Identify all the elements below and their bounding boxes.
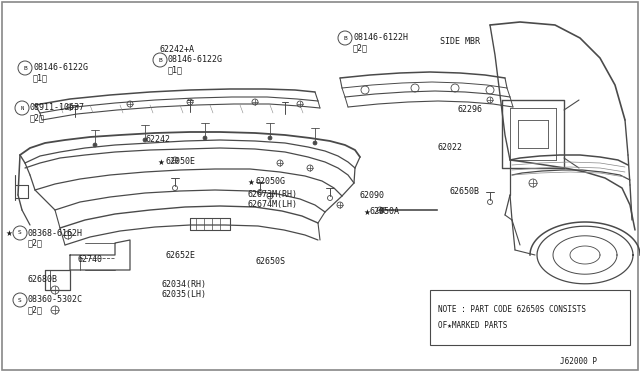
Text: 62674M(LH): 62674M(LH) bbox=[248, 201, 298, 209]
Text: OF★MARKED PARTS: OF★MARKED PARTS bbox=[438, 321, 508, 330]
Text: （1）: （1） bbox=[168, 65, 183, 74]
Text: （2）: （2） bbox=[28, 238, 43, 247]
Text: 62652E: 62652E bbox=[165, 250, 195, 260]
Text: 08911-10637: 08911-10637 bbox=[30, 103, 85, 112]
Text: 62242+A: 62242+A bbox=[160, 45, 195, 55]
Text: 62242: 62242 bbox=[145, 135, 170, 144]
Text: B: B bbox=[343, 35, 347, 41]
Bar bbox=[430, 290, 630, 345]
Text: 08146-6122G: 08146-6122G bbox=[168, 55, 223, 64]
Text: 62650S: 62650S bbox=[255, 257, 285, 266]
Text: 62090: 62090 bbox=[360, 190, 385, 199]
Text: S: S bbox=[18, 298, 22, 302]
Text: 08360-5302C: 08360-5302C bbox=[28, 295, 83, 305]
Text: （2）: （2） bbox=[353, 44, 368, 52]
Text: B: B bbox=[23, 65, 27, 71]
Text: 62022: 62022 bbox=[438, 144, 463, 153]
Text: ★: ★ bbox=[158, 157, 165, 167]
Text: ★: ★ bbox=[363, 208, 370, 217]
Text: 62650B: 62650B bbox=[450, 187, 480, 196]
Text: ★: ★ bbox=[248, 177, 255, 186]
Text: 62680B: 62680B bbox=[28, 276, 58, 285]
Text: （2）: （2） bbox=[30, 113, 45, 122]
Text: 62296: 62296 bbox=[458, 106, 483, 115]
Text: SIDE MBR: SIDE MBR bbox=[440, 38, 480, 46]
Text: 08368-6162H: 08368-6162H bbox=[28, 228, 83, 237]
Text: 62035(LH): 62035(LH) bbox=[162, 291, 207, 299]
Text: ★: ★ bbox=[5, 228, 12, 237]
Text: 62050G: 62050G bbox=[255, 177, 285, 186]
Text: 08146-6122G: 08146-6122G bbox=[33, 64, 88, 73]
Text: 62050A: 62050A bbox=[370, 208, 400, 217]
Text: N: N bbox=[20, 106, 24, 110]
Circle shape bbox=[203, 136, 207, 140]
Text: 62673M(RH): 62673M(RH) bbox=[248, 190, 298, 199]
Circle shape bbox=[268, 136, 272, 140]
Text: 62050E: 62050E bbox=[165, 157, 195, 167]
Text: 62740: 62740 bbox=[78, 256, 103, 264]
Text: 62034(RH): 62034(RH) bbox=[162, 280, 207, 289]
Text: B: B bbox=[158, 58, 162, 62]
Text: NOTE : PART CODE 62650S CONSISTS: NOTE : PART CODE 62650S CONSISTS bbox=[438, 305, 586, 314]
Circle shape bbox=[143, 138, 147, 142]
Text: （2）: （2） bbox=[28, 305, 43, 314]
Text: S: S bbox=[18, 231, 22, 235]
Text: J62000 P: J62000 P bbox=[560, 357, 597, 366]
Text: 08146-6122H: 08146-6122H bbox=[353, 33, 408, 42]
Text: （1）: （1） bbox=[33, 74, 48, 83]
Circle shape bbox=[93, 143, 97, 147]
Circle shape bbox=[313, 141, 317, 145]
